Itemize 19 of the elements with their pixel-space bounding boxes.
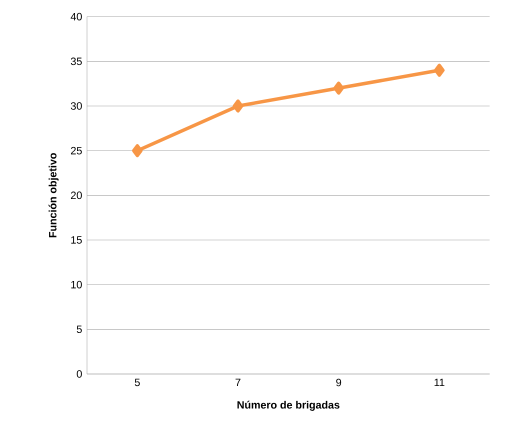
y-tick-label: 10 [71,280,82,288]
point [333,82,344,95]
y-tick-label: 40 [70,12,82,20]
y-tick-label: 0 [76,370,82,378]
x-tick-label: 5 [134,378,140,386]
y-tick-label: 15 [71,236,82,244]
y-tick-label: 30 [70,102,82,110]
y-tick-label: 35 [70,58,82,66]
y-tick-label: 5 [76,326,82,334]
point [232,99,244,113]
y-tick-label: 25 [70,146,82,154]
point [434,64,445,77]
y-axis-title: Función objetivo [48,153,59,238]
x-tick-label: 7 [236,378,240,386]
x-tick-label: 9 [336,378,342,386]
x-tick-label: 11 [434,378,444,386]
y-tick-label: 20 [70,192,82,200]
x-axis-title: Número de brigadas [237,400,340,411]
point [132,144,143,158]
